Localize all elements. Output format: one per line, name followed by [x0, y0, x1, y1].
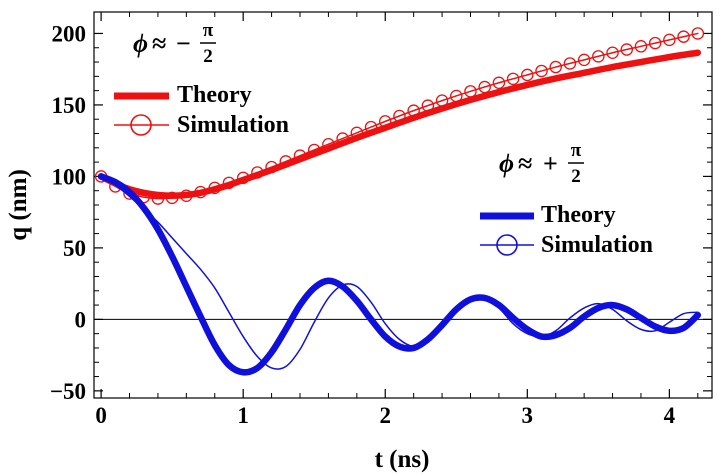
simulation-marker: [251, 166, 264, 179]
y-axis-ticks: −50 0 50 100 150 200: [50, 21, 712, 404]
legend-theory-label: Theory: [541, 202, 616, 228]
simulation-marker: [350, 126, 364, 140]
y-tick-label: 200: [52, 21, 87, 46]
simulation-marker: [535, 64, 548, 78]
phase-approx-symbol: ≈: [152, 29, 166, 58]
series-theory-line-1: [97, 173, 702, 376]
simulation-marker: [222, 176, 236, 190]
simulation-marker: [563, 57, 577, 70]
series-layer: [94, 27, 705, 376]
simulation-marker: [620, 43, 634, 56]
simulation-marker: [322, 137, 335, 151]
legend-simulation-marker: [130, 114, 152, 136]
x-tick-label: 3: [522, 403, 534, 428]
simulation-marker: [180, 189, 193, 202]
y-tick-label: 100: [52, 164, 87, 189]
simulation-marker: [378, 115, 392, 128]
phase-phi-symbol: ϕ: [499, 149, 514, 178]
phase-sign: +: [543, 149, 558, 178]
phase-phi-symbol: ϕ: [133, 29, 148, 58]
x-tick-label: 2: [379, 403, 391, 428]
phase-sign: −: [176, 29, 191, 58]
legend-simulation-marker: [496, 234, 518, 256]
simulation-marker: [691, 27, 705, 40]
simulation-marker: [663, 33, 676, 47]
simulation-marker: [407, 104, 420, 117]
simulation-marker: [307, 143, 321, 157]
x-axis-label: t (ns): [375, 446, 430, 473]
simulation-marker: [648, 36, 662, 50]
y-tick-label: 0: [75, 307, 87, 332]
simulation-marker: [165, 191, 179, 205]
legend-minus: Theory Simulation: [114, 82, 289, 138]
simulation-marker: [265, 160, 278, 174]
simulation-marker: [336, 132, 349, 145]
phase-label-minus: ϕ ≈ − π 2: [133, 20, 216, 67]
simulation-marker: [577, 53, 591, 67]
simulation-marker: [464, 85, 477, 98]
x-tick-label: 0: [95, 403, 107, 428]
x-axis-ticks: 0 1 2 3 4: [95, 12, 699, 428]
phase-numerator: π: [203, 20, 214, 41]
simulation-marker: [279, 155, 293, 168]
y-tick-label: 150: [52, 93, 87, 118]
simulation-marker: [606, 46, 619, 59]
simulation-marker: [450, 89, 463, 103]
simulation-marker: [208, 181, 222, 195]
simulation-marker: [592, 50, 605, 63]
plot-frame: [93, 11, 713, 399]
phase-denominator: 2: [571, 166, 581, 187]
legend-simulation-label: Simulation: [541, 232, 653, 258]
legend-plus: Theory Simulation: [480, 202, 653, 258]
series-simulation-line-1: [100, 175, 699, 370]
phase-numerator: π: [571, 140, 582, 161]
simulation-marker: [549, 60, 562, 74]
simulation-marker: [393, 109, 406, 123]
legend-simulation-label: Simulation: [177, 112, 289, 138]
simulation-marker: [151, 192, 165, 205]
legend-theory-label: Theory: [177, 82, 252, 108]
x-tick-label: 1: [237, 403, 249, 428]
simulation-marker: [421, 99, 435, 112]
simulation-marker: [364, 120, 378, 134]
simulation-marker: [634, 40, 648, 53]
simulation-marker: [492, 76, 506, 90]
simulation-marker: [293, 149, 307, 162]
phase-denominator: 2: [203, 46, 213, 67]
simulation-marker: [521, 68, 534, 82]
simulation-marker: [435, 94, 449, 107]
simulation-marker: [677, 30, 690, 43]
simulation-marker: [236, 171, 250, 185]
phase-approx-symbol: ≈: [518, 149, 532, 178]
y-axis-label: q (nm): [5, 169, 32, 241]
y-tick-label: 50: [63, 236, 86, 261]
simulation-marker: [194, 185, 207, 199]
simulation-marker: [478, 80, 491, 94]
simulation-marker: [506, 72, 520, 86]
x-tick-label: 4: [664, 403, 676, 428]
phase-label-plus: ϕ ≈ + π 2: [499, 140, 584, 187]
y-tick-label: −50: [50, 379, 86, 404]
